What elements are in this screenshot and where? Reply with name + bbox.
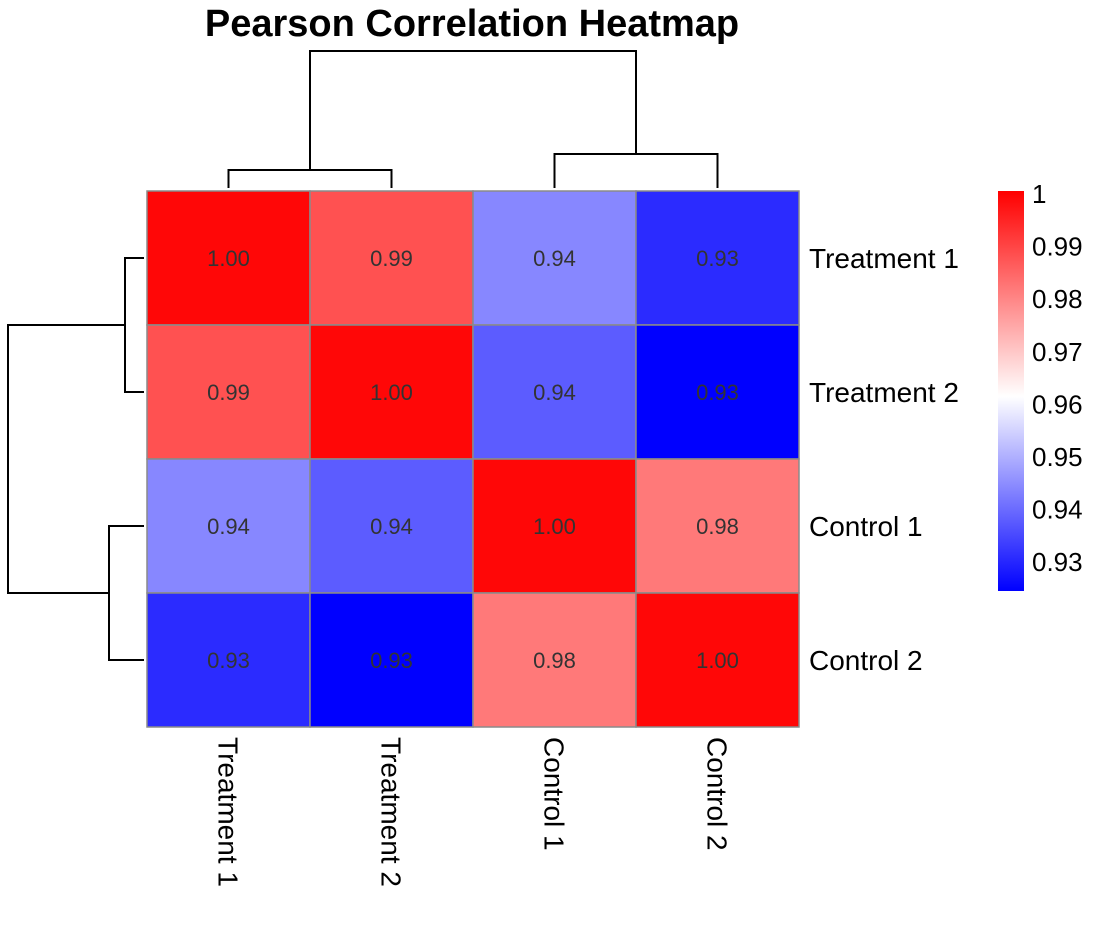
column-dendrogram-branch [309, 50, 637, 170]
column-labels: Treatment 1 Treatment 2 Control 1 Control 2 [213, 737, 733, 887]
heatmap-cell-treatment-2-treatment-2 [309, 324, 474, 460]
cell-value-label: 0.94 [533, 380, 576, 405]
cell-value-label: 0.99 [207, 380, 250, 405]
column-label-control-1: Control 1 [539, 737, 570, 851]
column-dendrogram-branch [227, 169, 393, 188]
legend-tick-label: 0.96 [1032, 389, 1083, 419]
cell-value-label: 0.93 [696, 246, 739, 271]
legend-tick-label: 0.95 [1032, 442, 1083, 472]
heatmap-cell-control-2-treatment-1 [146, 592, 311, 728]
row-label-control-2: Control 2 [809, 645, 923, 676]
cell-value-label: 0.98 [533, 648, 576, 673]
heatmap-cell-treatment-1-treatment-1 [146, 190, 311, 326]
heatmap-cell-treatment-1-control-1 [472, 190, 637, 326]
cell-value-label: 0.98 [696, 514, 739, 539]
column-label-treatment-2: Treatment 2 [376, 737, 407, 887]
legend-tick-label: 0.93 [1032, 547, 1083, 577]
row-dendrogram-branch [124, 257, 144, 393]
cell-value-label: 1.00 [533, 514, 576, 539]
heatmap-cell-treatment-2-control-2 [635, 324, 800, 460]
heatmap-cells: 1.00 0.99 0.94 0.93 0.99 1.00 0.94 0.93 0.94 0.94… [146, 190, 800, 728]
column-label-treatment-1: Treatment 1 [213, 737, 244, 887]
cell-value-label: 1.00 [207, 246, 250, 271]
legend-tick-label: 0.94 [1032, 495, 1083, 525]
legend-tick-label: 0.98 [1032, 284, 1083, 314]
row-label-treatment-1: Treatment 1 [809, 243, 959, 274]
cell-value-label: 0.94 [207, 514, 250, 539]
cell-value-label: 1.00 [370, 380, 413, 405]
heatmap-cell-treatment-1-control-2 [635, 190, 800, 326]
legend-tick-label: 1 [1032, 179, 1046, 209]
color-legend: 1 0.99 0.98 0.97 0.96 0.95 0.94 0.93 [998, 179, 1083, 591]
legend-tick-label: 0.97 [1032, 337, 1083, 367]
heatmap-cell-control-2-control-2 [635, 592, 800, 728]
heatmap-cell-control-2-treatment-2 [309, 592, 474, 728]
row-dendrogram-branch [108, 525, 144, 661]
heatmap-cell-control-1-control-2 [635, 458, 800, 594]
cell-value-label: 0.99 [370, 246, 413, 271]
heatmap-cell-control-1-treatment-2 [309, 458, 474, 594]
cell-value-label: 0.94 [370, 514, 413, 539]
row-dendrogram-branch [7, 324, 125, 594]
cell-value-label: 0.93 [696, 380, 739, 405]
cell-value-label: 0.94 [533, 246, 576, 271]
heatmap-cell-treatment-1-treatment-2 [309, 190, 474, 326]
row-label-treatment-2: Treatment 2 [809, 377, 959, 408]
chart-title: Pearson Correlation Heatmap [205, 3, 739, 45]
legend-tick-label: 0.99 [1032, 232, 1083, 262]
cell-value-label: 1.00 [696, 648, 739, 673]
row-dendrogram [7, 257, 144, 661]
heatmap-cell-treatment-2-treatment-1 [146, 324, 311, 460]
heatmap-cell-control-2-control-1 [472, 592, 637, 728]
row-labels: Treatment 1 Treatment 2 Control 1 Control 2 [809, 243, 959, 676]
legend-color-bar [998, 191, 1024, 591]
row-label-control-1: Control 1 [809, 511, 923, 542]
column-label-control-2: Control 2 [702, 737, 733, 851]
cell-value-label: 0.93 [207, 648, 250, 673]
column-dendrogram-branch [553, 153, 719, 188]
column-dendrogram [227, 50, 719, 188]
cell-value-label: 0.93 [370, 648, 413, 673]
